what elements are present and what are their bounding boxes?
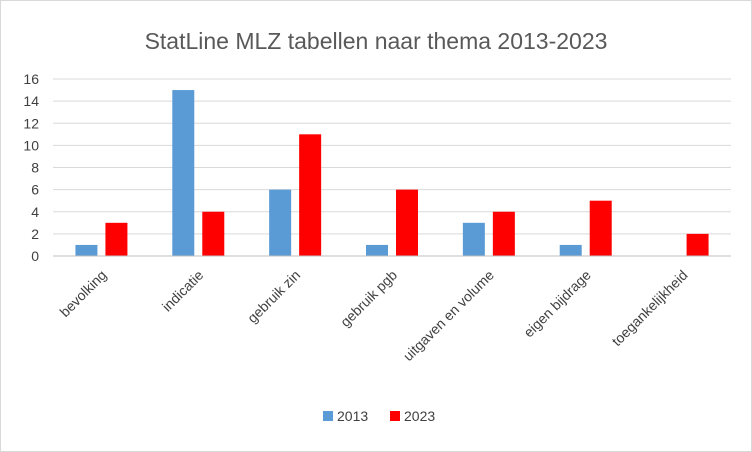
bar-2023-gebruik-pgb [396, 189, 418, 256]
x-category-label: uitgaven en volume [400, 267, 497, 364]
x-category-label: eigen bijdrage [520, 267, 594, 341]
chart-title: StatLine MLZ tabellen naar thema 2013-20… [145, 28, 608, 54]
bar-2013-indicatie [172, 90, 195, 256]
bar-2013-eigen-bijdrage [559, 244, 582, 256]
legend-swatch-2013 [323, 411, 333, 421]
y-tick-label: 14 [23, 93, 39, 109]
legend-label-2013: 2013 [337, 408, 368, 424]
bar-2023-indicatie [202, 211, 225, 256]
bars [75, 90, 709, 256]
bar-2023-bevolking [105, 222, 128, 256]
y-tick-label: 8 [31, 160, 39, 176]
x-category-label: gebruik pgb [337, 267, 400, 330]
x-category-label: gebruik zin [244, 267, 303, 326]
gridlines [53, 78, 731, 235]
x-axis-categories: bevolking indicatie gebruik zin gebruik pgb… [56, 267, 690, 364]
bar-2023-uitgaven-en-volume [492, 211, 515, 256]
x-category-label: toegankelijkheid [608, 267, 690, 349]
x-category-label: bevolking [56, 267, 109, 320]
legend: 2013 2023 [323, 408, 435, 424]
y-tick-label: 10 [23, 137, 39, 153]
y-tick-label: 4 [31, 204, 39, 220]
bar-2013-gebruik-pgb [366, 244, 388, 256]
y-tick-label: 6 [31, 182, 39, 198]
y-tick-label: 16 [23, 71, 39, 87]
bar-2013-gebruik-zin [269, 189, 292, 256]
bar-2013-bevolking [75, 244, 98, 256]
y-tick-label: 0 [31, 248, 39, 264]
legend-label-2023: 2023 [404, 408, 435, 424]
y-tick-label: 12 [23, 115, 39, 131]
y-tick-label: 2 [31, 226, 39, 242]
bar-2023-toegankelijkheid [686, 233, 709, 256]
y-axis-ticks: 0 2 4 6 8 10 12 14 16 [23, 71, 39, 264]
legend-swatch-2023 [390, 411, 400, 421]
x-category-label: indicatie [159, 267, 207, 315]
bar-2023-gebruik-zin [299, 134, 322, 256]
bar-2013-uitgaven-en-volume [462, 222, 485, 256]
bar-2023-eigen-bijdrage [589, 200, 612, 256]
